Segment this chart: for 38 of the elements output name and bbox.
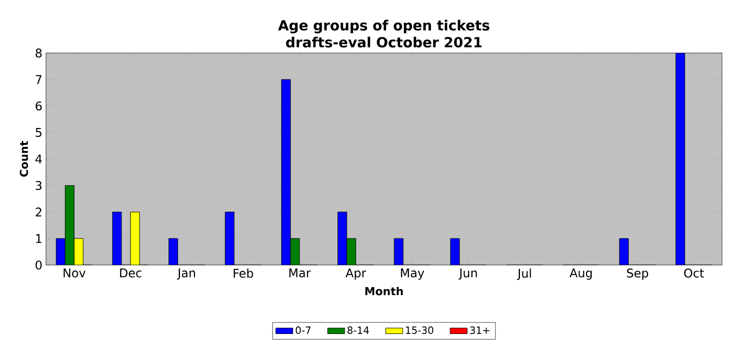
x-tick-label: Aug: [570, 268, 592, 280]
x-tick-label: Jul: [517, 268, 531, 280]
bar: [64, 185, 74, 265]
bar: [338, 212, 348, 265]
legend-label: 8-14: [348, 326, 369, 334]
chart-subtitle: drafts-eval October 2021: [286, 36, 482, 48]
legend-label: 0-7: [296, 326, 311, 334]
chart-title: Age groups of open tickets: [278, 20, 490, 34]
x-tick-label: Dec: [120, 268, 142, 278]
x-axis-title: Month: [365, 286, 403, 296]
y-tick-label: 5: [36, 128, 42, 137]
y-tick-label: 1: [36, 234, 42, 243]
y-tick-label: 6: [36, 101, 42, 111]
y-tick-label: 3: [36, 180, 42, 190]
x-tick-label: Mar: [289, 268, 311, 278]
x-tick-label: Oct: [684, 268, 704, 278]
x-tick-label: Feb: [234, 268, 254, 278]
bar: [346, 238, 356, 265]
x-tick-label: May: [400, 268, 424, 280]
y-tick-label: 7: [36, 75, 42, 84]
y-tick-label: 4: [35, 154, 42, 164]
legend-label: 31+: [470, 326, 490, 334]
bar: [394, 238, 404, 265]
x-tick-label: Jan: [176, 268, 196, 280]
legend-label: 15-30: [406, 326, 434, 334]
bar: [56, 238, 66, 265]
bar: [224, 212, 234, 265]
y-tick-label: 8: [36, 48, 42, 58]
x-tick-label: Sep: [627, 268, 648, 280]
x-tick-label: Nov: [64, 268, 86, 278]
y-tick-label: 2: [36, 208, 42, 216]
x-tick-label: Jun: [458, 268, 477, 280]
bar: [168, 238, 178, 265]
bar: [676, 53, 686, 265]
x-tick-label: Apr: [346, 268, 366, 280]
bar: [74, 238, 84, 265]
y-tick-label: 0: [36, 260, 42, 270]
y-axis-title: Count: [20, 141, 28, 177]
